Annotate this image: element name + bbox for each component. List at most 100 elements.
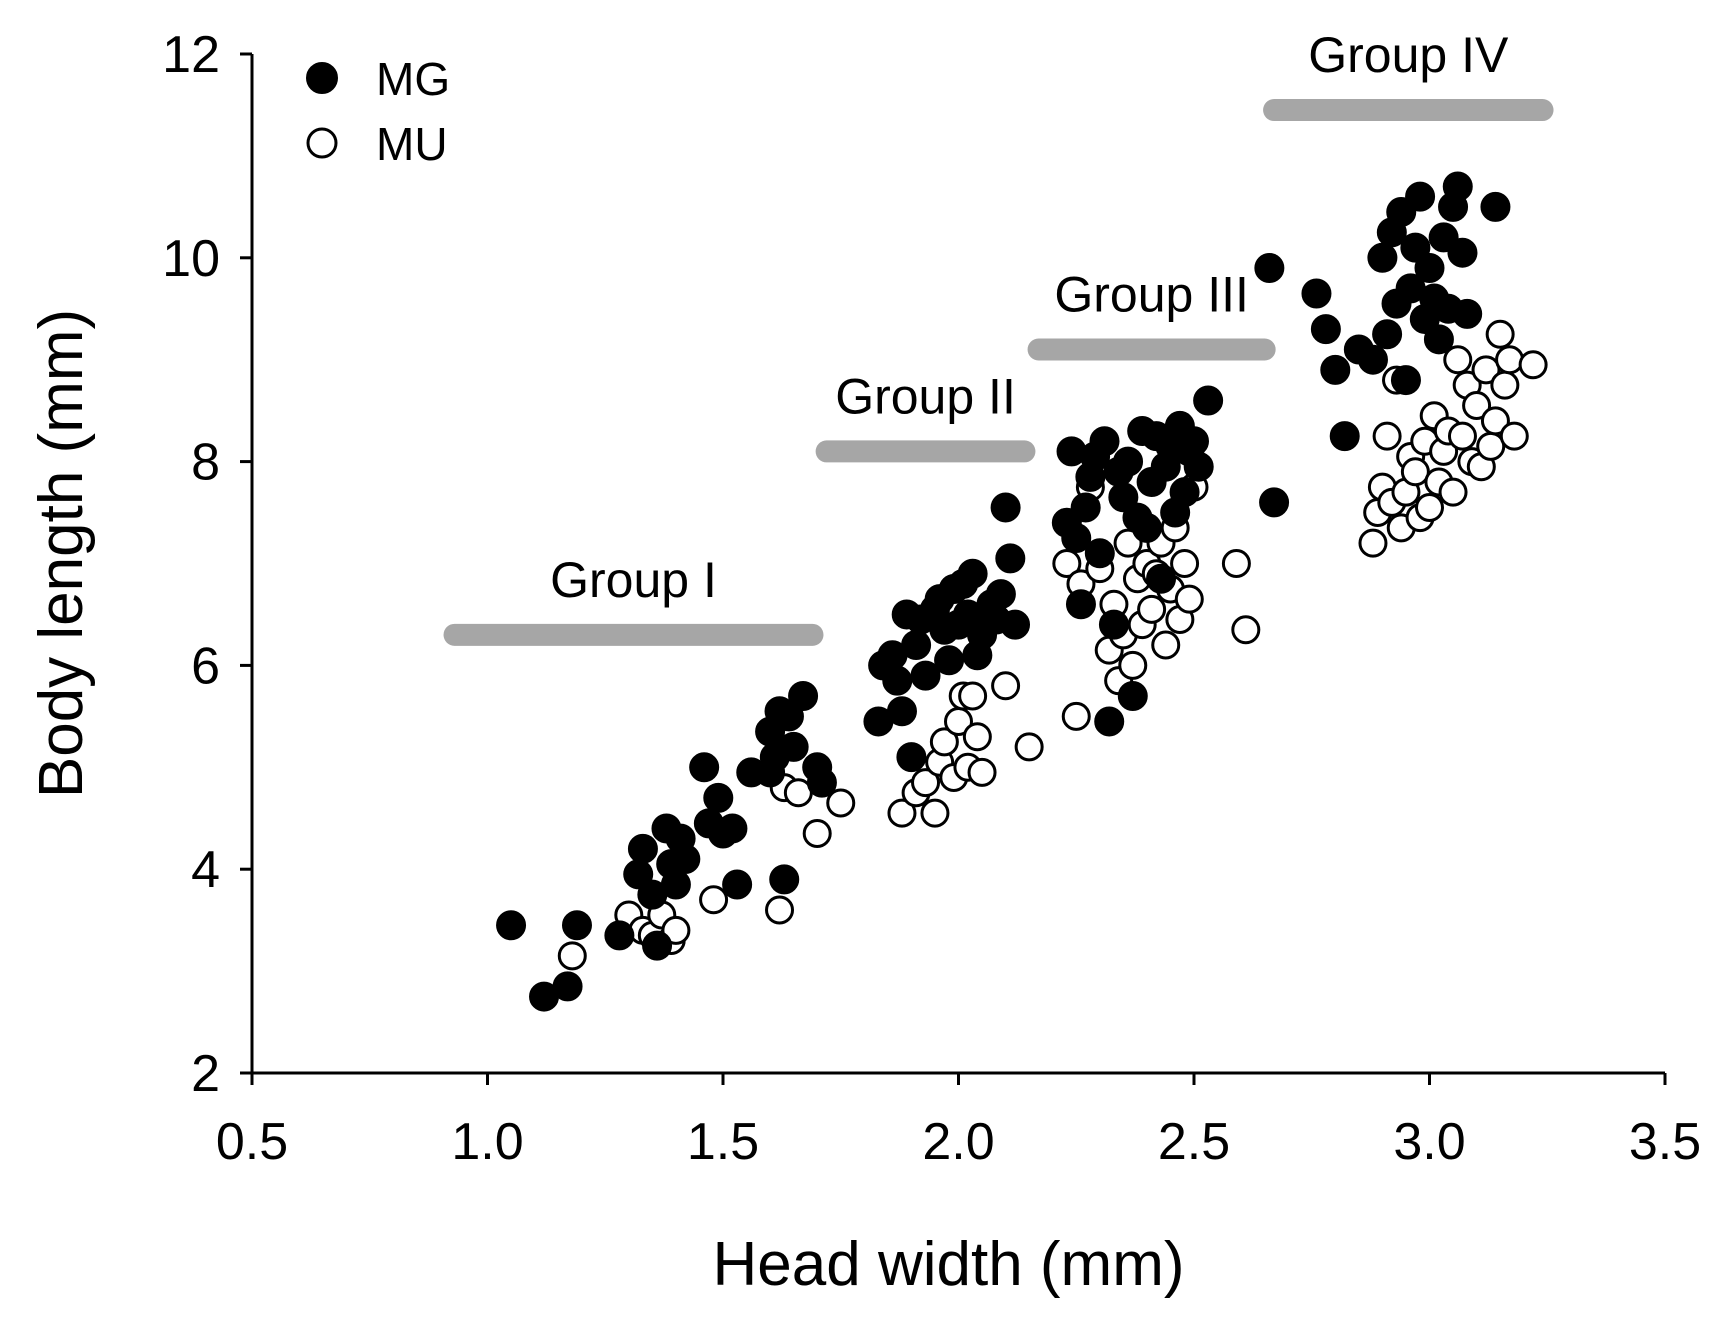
mu-point bbox=[1495, 345, 1525, 375]
mg-point bbox=[1169, 477, 1200, 508]
group-bars: Group I Group II Group III Group IV bbox=[443, 27, 1554, 646]
mg-point bbox=[1070, 492, 1101, 523]
mu-point bbox=[1151, 630, 1181, 660]
mg-point bbox=[1254, 252, 1285, 283]
mu-point bbox=[1499, 421, 1529, 451]
mu-point bbox=[962, 722, 992, 752]
legend-mg-marker bbox=[306, 62, 338, 94]
mu-point bbox=[1113, 528, 1143, 558]
mg-point bbox=[1405, 181, 1436, 212]
mu-point bbox=[920, 798, 950, 828]
group-label: Group III bbox=[1054, 267, 1249, 323]
mg-point bbox=[985, 579, 1016, 610]
mg-point bbox=[722, 869, 753, 900]
group-label: Group II bbox=[835, 368, 1016, 424]
mg-point bbox=[1193, 385, 1224, 416]
mu-point bbox=[699, 885, 729, 915]
mu-point bbox=[1174, 584, 1204, 614]
x-tick-label: 2.5 bbox=[1158, 1113, 1230, 1171]
mu-point bbox=[1221, 549, 1251, 578]
legend-mg-label: MG bbox=[376, 53, 450, 105]
mg-point bbox=[496, 910, 527, 941]
mg-point bbox=[561, 910, 592, 941]
y-ticks: 2 4 6 8 10 12 bbox=[162, 26, 252, 1103]
mg-point bbox=[717, 813, 748, 844]
mu-point bbox=[1438, 477, 1468, 507]
mu-point bbox=[1231, 615, 1261, 645]
mg-point bbox=[703, 782, 734, 813]
mg-points bbox=[496, 171, 1511, 1012]
group-label: Group IV bbox=[1308, 27, 1509, 83]
legend-mu-marker bbox=[306, 127, 338, 159]
mu-point bbox=[911, 768, 941, 798]
mg-point bbox=[1357, 344, 1388, 375]
y-tick-label: 4 bbox=[191, 841, 220, 899]
mu-point bbox=[887, 798, 917, 828]
mu-point bbox=[826, 788, 856, 818]
x-tick-label: 3.0 bbox=[1393, 1113, 1465, 1171]
mu-point bbox=[967, 757, 997, 787]
mg-point bbox=[1400, 232, 1431, 263]
mg-point bbox=[1179, 426, 1209, 457]
mu-point bbox=[1447, 421, 1477, 451]
mu-point bbox=[765, 895, 795, 925]
mg-point bbox=[1442, 171, 1473, 202]
mg-point bbox=[1423, 324, 1454, 355]
mu-point bbox=[1372, 421, 1402, 451]
mg-point bbox=[1390, 365, 1421, 396]
mg-point bbox=[660, 869, 691, 900]
mu-point bbox=[802, 819, 832, 849]
mg-point bbox=[670, 844, 701, 875]
mg-point bbox=[604, 920, 635, 951]
mg-point bbox=[910, 660, 941, 691]
mg-point bbox=[1480, 191, 1511, 222]
mg-point bbox=[886, 696, 917, 727]
x-tick-label: 3.5 bbox=[1629, 1113, 1701, 1171]
mu-point bbox=[1170, 549, 1200, 578]
x-ticks: 0.5 1.0 1.5 2.0 2.5 3.0 3.5 bbox=[216, 1073, 1701, 1171]
mg-point bbox=[901, 630, 932, 661]
y-tick-label: 2 bbox=[191, 1045, 220, 1103]
mg-point bbox=[1329, 421, 1360, 452]
mg-point bbox=[1146, 563, 1177, 594]
mg-point bbox=[934, 645, 965, 676]
mg-point bbox=[788, 680, 819, 711]
mg-point bbox=[778, 731, 809, 762]
mg-point bbox=[1065, 589, 1096, 620]
y-axis-title: Body length (mm) bbox=[27, 309, 96, 798]
y-tick-label: 10 bbox=[162, 230, 220, 288]
x-tick-label: 1.5 bbox=[687, 1113, 759, 1171]
x-tick-label: 0.5 bbox=[216, 1113, 288, 1171]
mu-point bbox=[929, 727, 959, 757]
mg-point bbox=[882, 665, 913, 696]
mu-point bbox=[1358, 528, 1388, 558]
mg-point bbox=[1447, 237, 1478, 268]
y-tick-label: 12 bbox=[162, 26, 220, 84]
group-label: Group I bbox=[550, 552, 717, 608]
mg-point bbox=[1131, 512, 1162, 543]
mg-point bbox=[995, 543, 1026, 574]
mg-point bbox=[1183, 451, 1214, 482]
mu-point bbox=[661, 915, 691, 945]
x-tick-label: 2.0 bbox=[922, 1113, 994, 1171]
mg-point bbox=[1372, 319, 1403, 350]
legend-mu-label: MU bbox=[376, 118, 448, 170]
mg-point bbox=[1310, 314, 1341, 345]
x-axis-title: Head width (mm) bbox=[713, 1230, 1185, 1299]
mu-point bbox=[1490, 370, 1520, 400]
mg-point bbox=[689, 752, 720, 783]
y-tick-label: 8 bbox=[191, 434, 220, 492]
mu-point bbox=[557, 941, 587, 971]
mu-point bbox=[1014, 732, 1044, 762]
mg-point bbox=[1000, 609, 1031, 640]
mu-point bbox=[1462, 391, 1492, 421]
mg-point bbox=[1301, 278, 1332, 309]
legend: MG MU bbox=[306, 53, 450, 170]
mg-point bbox=[806, 767, 837, 798]
mg-point bbox=[1061, 523, 1092, 554]
mu-point bbox=[1443, 345, 1473, 375]
mg-point bbox=[642, 930, 673, 961]
mg-point bbox=[1452, 298, 1483, 329]
mg-point bbox=[990, 492, 1021, 523]
